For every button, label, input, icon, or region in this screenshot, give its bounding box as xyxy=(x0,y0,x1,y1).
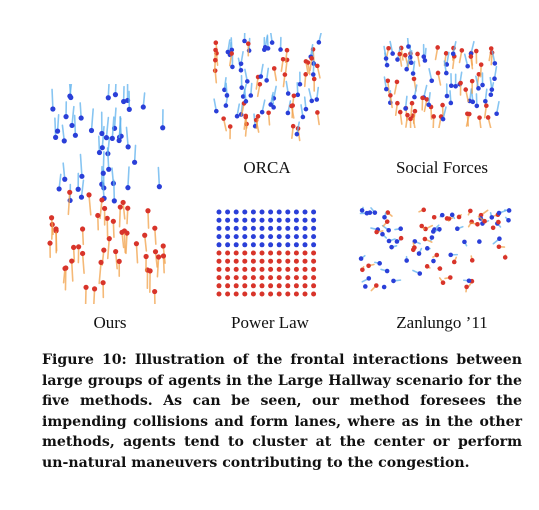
ours-simulation-image xyxy=(47,84,167,304)
panel-ours xyxy=(40,84,180,304)
label-power-law: Power Law xyxy=(231,313,309,332)
panel-zanlungo xyxy=(350,183,520,313)
label-ours: Ours xyxy=(93,313,127,332)
orca-simulation-image xyxy=(212,33,322,142)
social-forces-simulation-image xyxy=(383,38,500,128)
power-law-simulation-image xyxy=(216,209,317,297)
panel-orca xyxy=(207,33,327,143)
label-orca: ORCA xyxy=(243,158,291,177)
label-social-forces: Social Forces xyxy=(395,158,489,177)
figure-caption: Figure 10: Illustration of the frontal i… xyxy=(42,352,522,471)
panel-social-forces xyxy=(377,38,507,128)
label-zanlungo: Zanlungo ’11 xyxy=(396,313,488,332)
panel-power-law xyxy=(213,206,323,306)
zanlungo-simulation-image xyxy=(358,206,512,293)
